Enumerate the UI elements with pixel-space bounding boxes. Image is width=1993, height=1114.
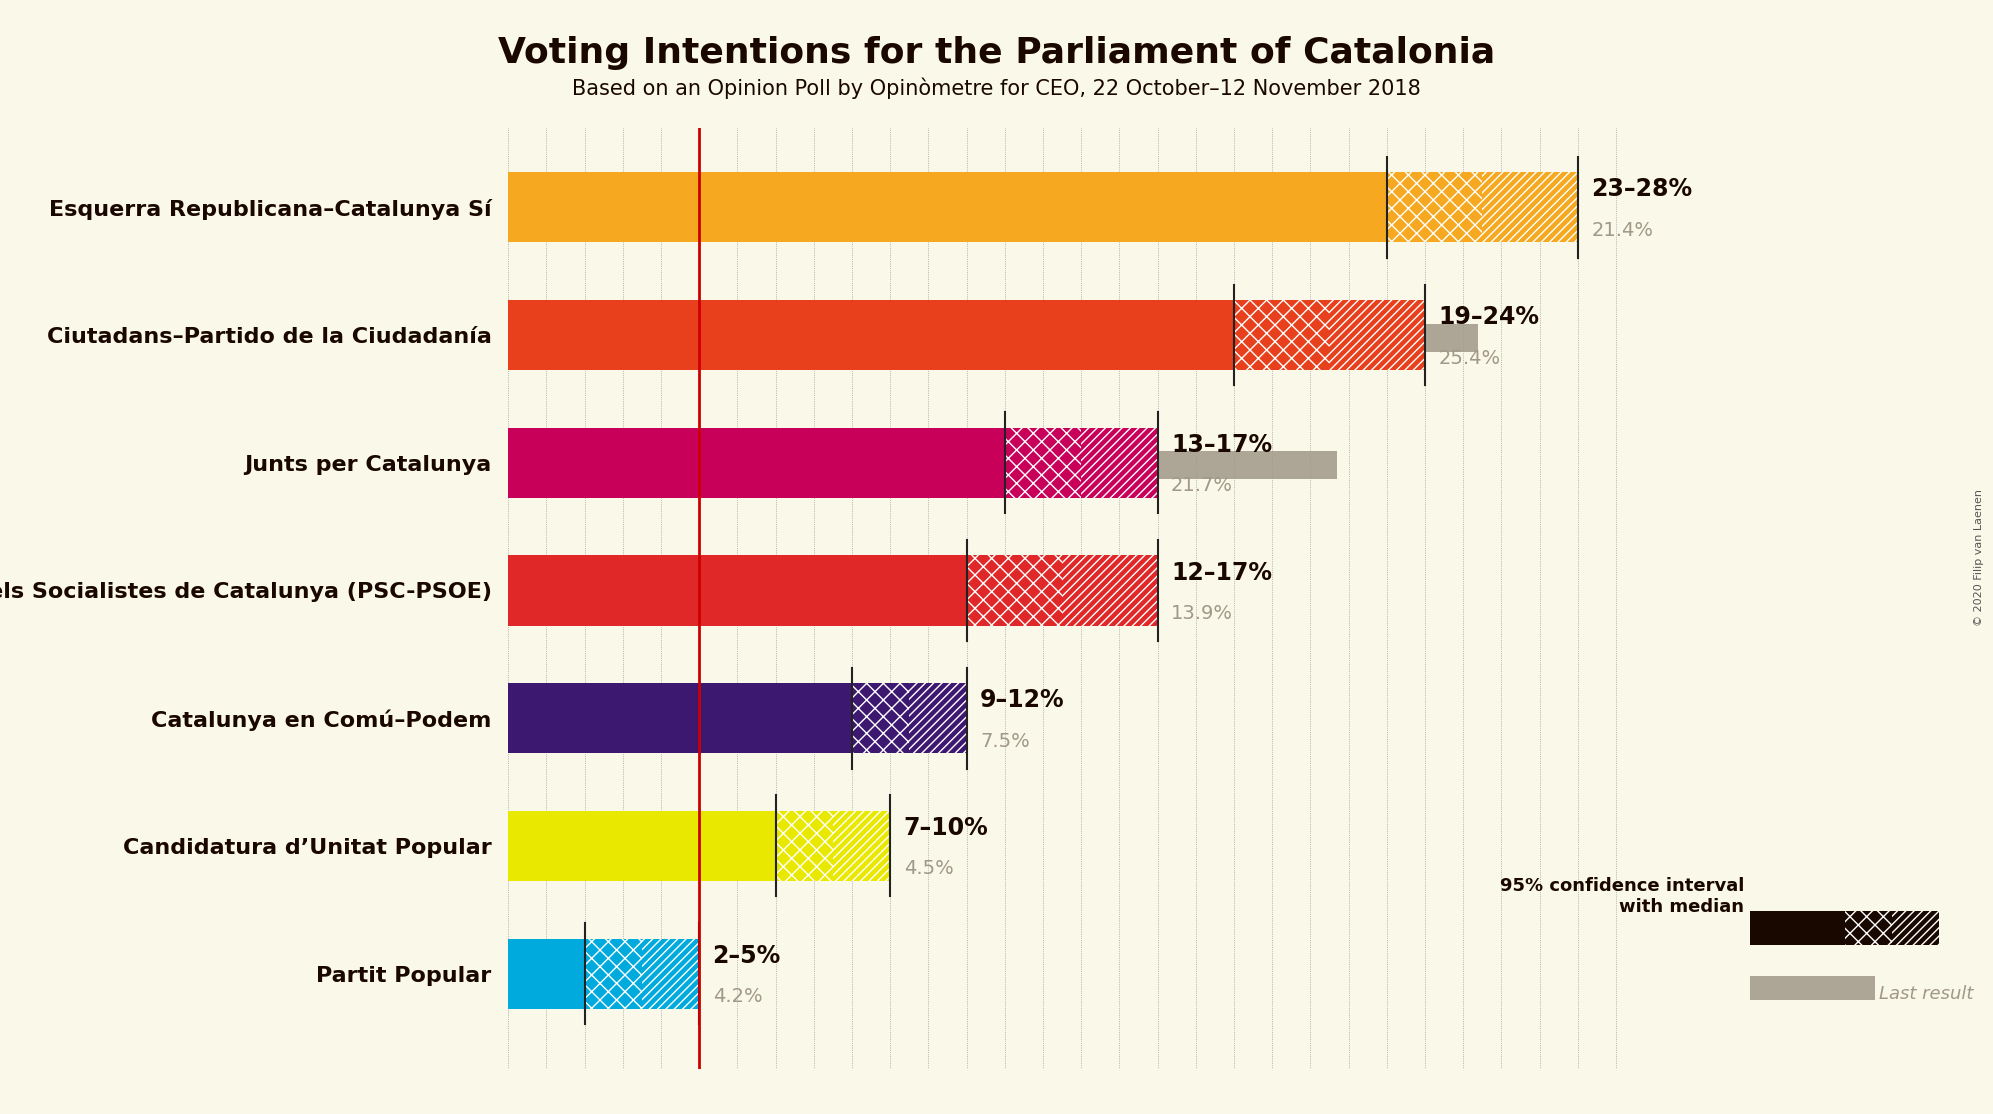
Text: 4.5%: 4.5% <box>903 859 953 879</box>
Text: 13–17%: 13–17% <box>1172 433 1272 457</box>
Text: 2–5%: 2–5% <box>713 944 781 968</box>
Bar <box>508 938 584 1009</box>
Text: 21.4%: 21.4% <box>1590 221 1652 240</box>
Bar <box>1844 911 1891 945</box>
Bar <box>1750 911 1844 945</box>
Text: 4.2%: 4.2% <box>713 987 761 1006</box>
Bar <box>508 683 851 753</box>
Bar <box>508 173 1387 243</box>
Text: 19–24%: 19–24% <box>1439 305 1539 329</box>
Bar <box>1080 428 1158 498</box>
Bar <box>508 451 1337 479</box>
Text: 7–10%: 7–10% <box>903 817 989 840</box>
Text: © 2020 Filip van Laenen: © 2020 Filip van Laenen <box>1973 489 1985 625</box>
Text: Last result: Last result <box>1879 985 1973 1003</box>
Text: Voting Intentions for the Parliament of Catalonia: Voting Intentions for the Parliament of … <box>498 36 1495 70</box>
Bar <box>1004 428 1080 498</box>
Text: 95% confidence interval
with median: 95% confidence interval with median <box>1499 878 1744 916</box>
Text: 12–17%: 12–17% <box>1172 560 1272 585</box>
Bar <box>508 579 1038 607</box>
Bar <box>642 938 700 1009</box>
Bar <box>1483 173 1578 243</box>
Text: 23–28%: 23–28% <box>1590 177 1692 202</box>
Bar <box>1387 173 1483 243</box>
Bar <box>508 196 1325 224</box>
Bar <box>508 706 795 735</box>
Text: 9–12%: 9–12% <box>981 688 1064 712</box>
Bar <box>1329 300 1425 370</box>
Bar <box>909 683 967 753</box>
Bar <box>508 811 775 881</box>
Bar <box>508 556 967 626</box>
Bar <box>1234 300 1329 370</box>
Bar <box>1891 911 1939 945</box>
Text: 21.7%: 21.7% <box>1172 477 1234 496</box>
Text: Based on an Opinion Poll by Opinòmetre for CEO, 22 October–12 November 2018: Based on an Opinion Poll by Opinòmetre f… <box>572 78 1421 99</box>
Bar <box>967 556 1062 626</box>
Bar <box>508 428 1004 498</box>
Bar <box>1750 976 1875 1000</box>
Bar <box>1062 556 1158 626</box>
Bar <box>508 962 670 990</box>
Text: 25.4%: 25.4% <box>1439 349 1501 368</box>
Bar <box>508 300 1234 370</box>
Bar <box>775 811 833 881</box>
Bar <box>508 323 1479 352</box>
Bar <box>851 683 909 753</box>
Bar <box>584 938 642 1009</box>
Bar <box>508 834 680 862</box>
Text: 7.5%: 7.5% <box>981 732 1030 751</box>
Bar <box>833 811 891 881</box>
Text: 13.9%: 13.9% <box>1172 604 1234 623</box>
